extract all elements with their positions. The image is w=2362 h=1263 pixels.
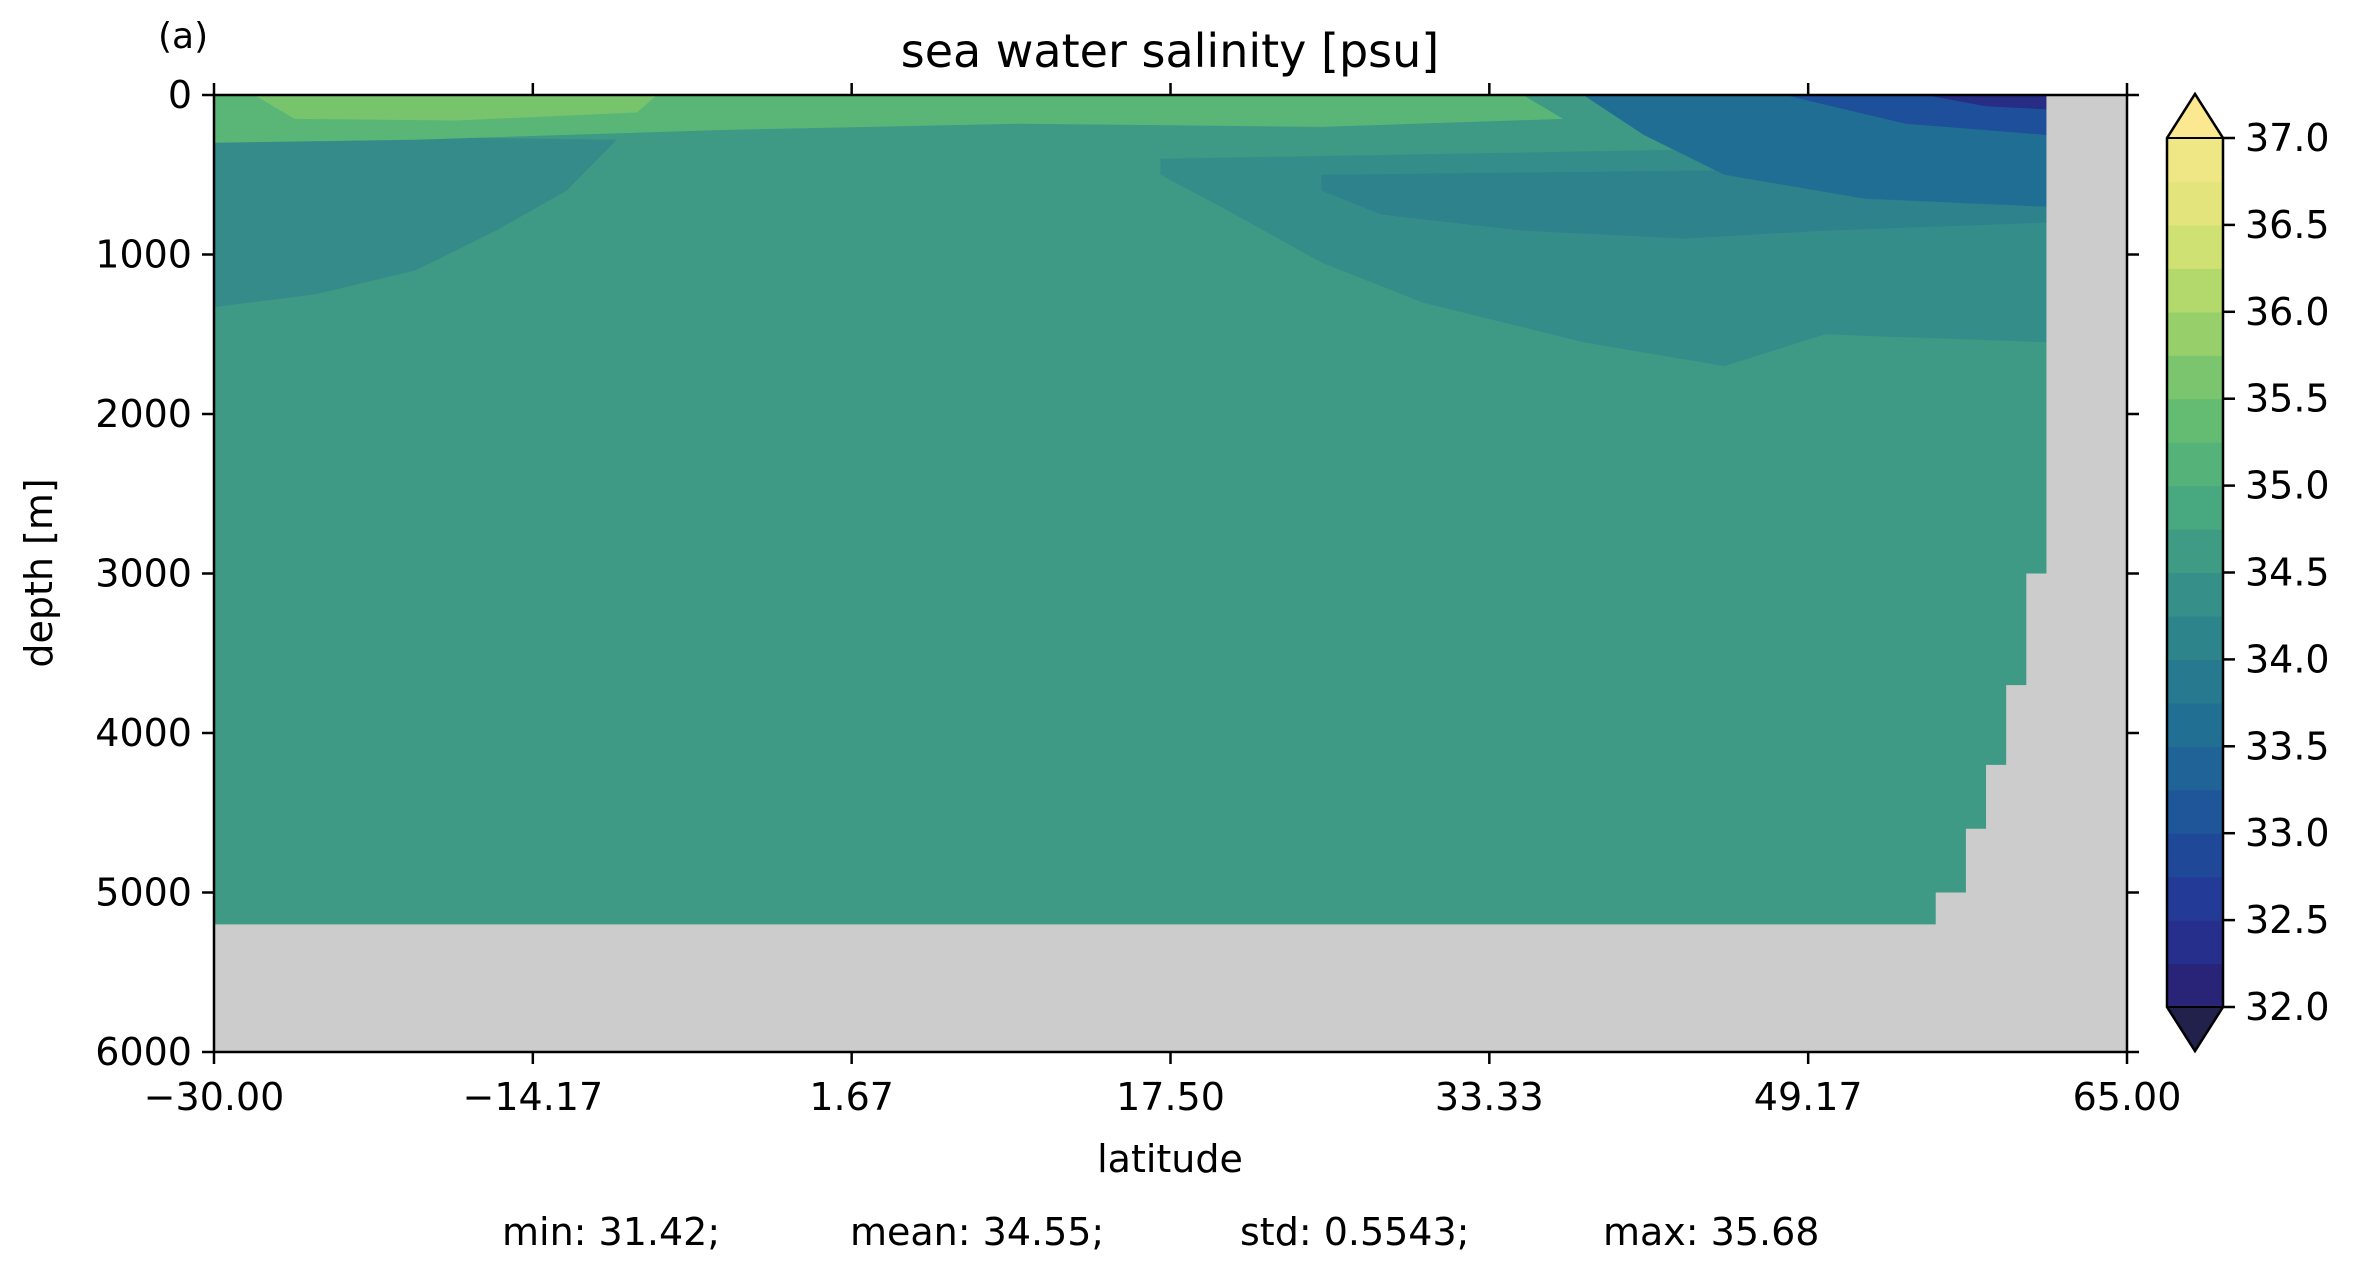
colorbar-segment xyxy=(2167,138,2223,183)
colorbar-segment xyxy=(2167,615,2223,660)
x-tick-label: −14.17 xyxy=(463,1075,604,1119)
colorbar-segment xyxy=(2167,485,2223,530)
y-tick-label: 2000 xyxy=(95,392,192,436)
y-tick-label: 6000 xyxy=(95,1030,192,1074)
x-tick-label: 17.50 xyxy=(1116,1075,1225,1119)
colorbar-segment xyxy=(2167,833,2223,878)
colorbar-tick-label: 34.5 xyxy=(2245,551,2330,595)
panel-label: (a) xyxy=(158,16,208,57)
colorbar-segment xyxy=(2167,398,2223,443)
colorbar-segment xyxy=(2167,529,2223,574)
colorbar-extend-max xyxy=(2166,93,2224,139)
y-tick-label: 3000 xyxy=(95,552,192,596)
colorbar-segment xyxy=(2167,789,2223,834)
colorbar-tick-label: 35.5 xyxy=(2245,377,2330,421)
x-tick-label: 33.33 xyxy=(1435,1075,1544,1119)
colorbar: 32.0 32.5 33.0 33.5 34.0 34.5 35.0 35.5 36.0 36.5… xyxy=(2165,91,2330,1054)
colorbar-segment xyxy=(2167,268,2223,313)
colorbar-tick-label: 33.5 xyxy=(2245,724,2330,768)
colorbar-segment xyxy=(2167,181,2223,226)
colorbar-segment xyxy=(2167,702,2223,747)
y-tick-label: 5000 xyxy=(95,871,192,915)
colorbar-segment xyxy=(2167,355,2223,400)
colorbar-segment xyxy=(2167,876,2223,921)
subtropical-salinity-max xyxy=(254,95,658,121)
colorbar-tick-label: 33.0 xyxy=(2245,811,2330,855)
colorbar-segment xyxy=(2167,746,2223,791)
land-mask xyxy=(214,95,2127,1052)
x-tick-label: 65.00 xyxy=(2073,1075,2182,1119)
colorbar-segment xyxy=(2167,224,2223,269)
chart-title: sea water salinity [psu] xyxy=(901,24,1440,78)
stat-std: std: 0.5543; xyxy=(1240,1210,1470,1254)
x-axis-label: latitude xyxy=(1097,1137,1243,1181)
x-tick-label: −30.00 xyxy=(144,1075,285,1119)
colorbar-tick-label: 37.0 xyxy=(2245,116,2330,160)
colorbar-tick-label: 35.0 xyxy=(2245,464,2330,508)
stat-mean: mean: 34.55; xyxy=(850,1210,1105,1254)
colorbar-tick-label: 34.0 xyxy=(2245,637,2330,681)
colorbar-segment xyxy=(2167,572,2223,617)
y-tick-label: 0 xyxy=(168,73,192,117)
stat-min: min: 31.42; xyxy=(502,1210,721,1254)
southern-intermediate-water xyxy=(214,134,617,308)
y-axis-label: depth [m] xyxy=(17,478,61,667)
colorbar-segment xyxy=(2167,920,2223,965)
colorbar-tick-label: 32.5 xyxy=(2245,898,2330,942)
colorbar-segment xyxy=(2167,311,2223,356)
colorbar-segment xyxy=(2167,659,2223,704)
colorbar-segment xyxy=(2167,963,2223,1008)
colorbar-extend-min xyxy=(2166,1006,2224,1052)
northern-freshest-surface xyxy=(1925,95,2047,110)
colorbar-tick-label: 32.0 xyxy=(2245,985,2330,1029)
colorbar-tick-label: 36.0 xyxy=(2245,290,2330,334)
stat-max: max: 35.68 xyxy=(1603,1210,1820,1254)
colorbar-tick-label: 36.5 xyxy=(2245,203,2330,247)
heatmap-plot-area xyxy=(214,95,2127,1052)
x-tick-label: 49.17 xyxy=(1754,1075,1863,1119)
y-tick-label: 4000 xyxy=(95,711,192,755)
colorbar-segment xyxy=(2167,442,2223,487)
x-tick-label: 1.67 xyxy=(809,1075,894,1119)
y-tick-label: 1000 xyxy=(95,233,192,277)
